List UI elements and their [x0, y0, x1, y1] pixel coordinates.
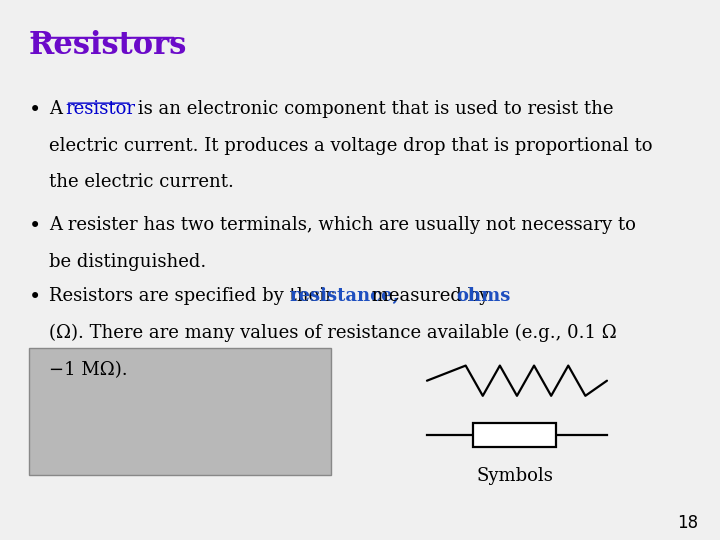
Text: measured by: measured by: [366, 287, 495, 305]
Text: A resister has two terminals, which are usually not necessary to: A resister has two terminals, which are …: [49, 216, 636, 234]
Text: is an electronic component that is used to resist the: is an electronic component that is used …: [132, 100, 614, 118]
Text: electric current. It produces a voltage drop that is proportional to: electric current. It produces a voltage …: [49, 137, 652, 154]
Text: Resistors: Resistors: [29, 30, 187, 60]
Text: resistance,: resistance,: [289, 287, 400, 305]
Text: •: •: [29, 216, 41, 236]
Text: Resistors are specified by their: Resistors are specified by their: [49, 287, 339, 305]
Text: Symbols: Symbols: [477, 467, 553, 485]
Text: resistor: resistor: [66, 100, 135, 118]
Text: (Ω). There are many values of resistance available (e.g., 0.1 Ω: (Ω). There are many values of resistance…: [49, 324, 617, 342]
Text: ohms: ohms: [456, 287, 511, 305]
Text: the electric current.: the electric current.: [49, 173, 234, 191]
Bar: [29, 348, 331, 475]
Text: •: •: [29, 287, 41, 307]
Text: be distinguished.: be distinguished.: [49, 253, 206, 271]
Text: •: •: [29, 100, 41, 120]
Text: 18: 18: [678, 514, 698, 532]
Text: A: A: [49, 100, 68, 118]
Text: −1 MΩ).: −1 MΩ).: [49, 361, 127, 379]
Bar: [474, 422, 556, 447]
